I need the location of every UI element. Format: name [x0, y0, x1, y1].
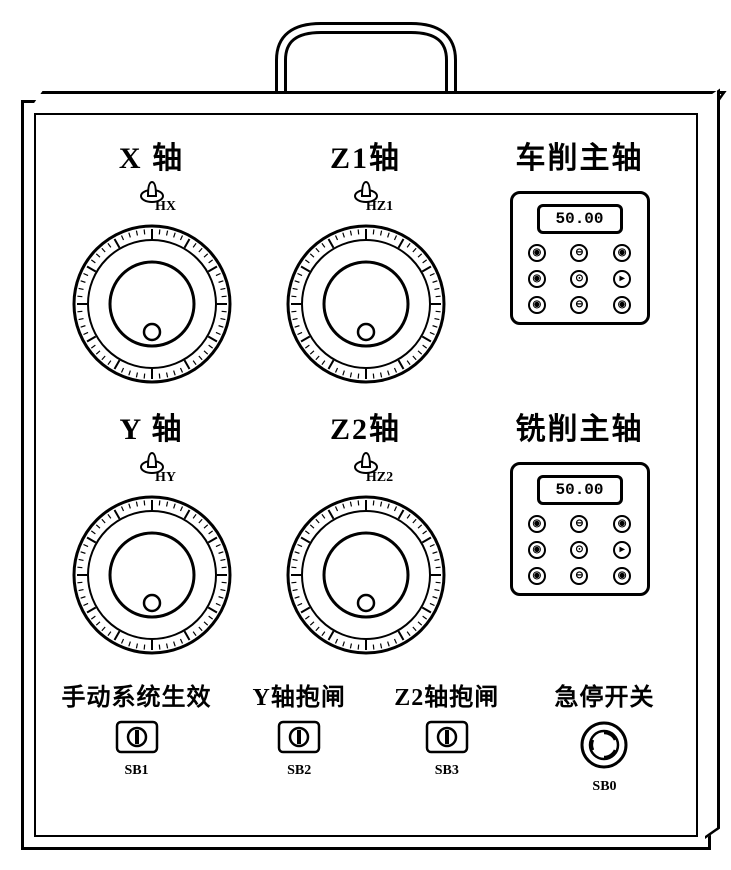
axis-y-cell: Y 轴 HY — [52, 404, 252, 665]
panel-inner: X 轴 HX Z1轴 — [34, 113, 698, 837]
spindle-milling-keypad: ◉ ⊖ ◉ ◉ ⊙ ▸ ◉ ⊖ ◉ — [521, 515, 639, 585]
keypad-key-2[interactable]: ◉ — [613, 515, 631, 533]
spindle-milling-display: 50.00 — [537, 475, 623, 505]
y-brake-cell: Y轴抱闸 SB2 — [234, 677, 364, 795]
keypad-key-1[interactable]: ⊖ — [570, 244, 588, 262]
z2-brake-label: SB3 — [377, 763, 517, 779]
carry-handle — [251, 20, 481, 100]
handwheel-z2[interactable] — [281, 490, 451, 660]
spindle-turning-keypad: ◉ ⊖ ◉ ◉ ⊙ ▸ ◉ ⊖ ◉ — [521, 244, 639, 314]
keypad-key-1[interactable]: ⊖ — [570, 515, 588, 533]
spindle-milling-panel: 50.00 ◉ ⊖ ◉ ◉ ⊙ ▸ ◉ ⊖ ◉ — [510, 462, 650, 596]
axis-z1-cell: Z1轴 HZ1 — [266, 133, 466, 394]
keypad-key-4[interactable]: ⊙ — [570, 270, 588, 288]
axis-z1-toggle-label: HZ1 — [366, 199, 393, 215]
keypad-key-5[interactable]: ▸ — [613, 541, 631, 559]
axis-x-title: X 轴 — [52, 133, 252, 177]
axis-z1-title: Z1轴 — [266, 133, 466, 177]
estop-cell: 急停开关 SB0 — [529, 677, 679, 795]
axis-y-title: Y 轴 — [52, 404, 252, 448]
axis-z2-toggle-label: HZ2 — [366, 470, 393, 486]
manual-enable-label: SB1 — [52, 763, 222, 779]
keypad-key-8[interactable]: ◉ — [613, 567, 631, 585]
handwheel-y[interactable] — [67, 490, 237, 660]
manual-enable-title: 手动系统生效 — [52, 677, 222, 712]
axis-z2-cell: Z2轴 HZ2 — [266, 404, 466, 665]
z2-brake-cell: Z2轴抱闸 SB3 — [377, 677, 517, 795]
keypad-key-6[interactable]: ◉ — [528, 567, 546, 585]
manual-enable-cell: 手动系统生效 SB1 — [52, 677, 222, 795]
row-1: X 轴 HX Z1轴 — [52, 133, 680, 394]
control-box: X 轴 HX Z1轴 — [21, 20, 711, 850]
keypad-key-4[interactable]: ⊙ — [570, 541, 588, 559]
panel-box: X 轴 HX Z1轴 — [21, 100, 711, 850]
axis-x-cell: X 轴 HX — [52, 133, 252, 394]
spindle-milling-cell: 铣削主轴 50.00 ◉ ⊖ ◉ ◉ ⊙ ▸ ◉ ⊖ ◉ — [480, 404, 680, 596]
spindle-turning-display: 50.00 — [537, 204, 623, 234]
keypad-key-7[interactable]: ⊖ — [570, 567, 588, 585]
manual-enable-switch[interactable] — [115, 720, 159, 759]
y-brake-label: SB2 — [234, 763, 364, 779]
spindle-milling-title: 铣削主轴 — [480, 404, 680, 448]
spindle-turning-title: 车削主轴 — [480, 133, 680, 177]
estop-label: SB0 — [529, 779, 679, 795]
axis-x-toggle-label: HX — [155, 199, 176, 215]
bottom-row: 手动系统生效 SB1 Y轴抱闸 SB2 Z2轴抱闸 — [52, 677, 680, 795]
axis-y-toggle-label: HY — [155, 470, 176, 486]
y-brake-title: Y轴抱闸 — [234, 677, 364, 712]
keypad-key-5[interactable]: ▸ — [613, 270, 631, 288]
handwheel-x[interactable] — [67, 219, 237, 389]
keypad-key-0[interactable]: ◉ — [528, 244, 546, 262]
keypad-key-7[interactable]: ⊖ — [570, 296, 588, 314]
keypad-key-8[interactable]: ◉ — [613, 296, 631, 314]
keypad-key-2[interactable]: ◉ — [613, 244, 631, 262]
keypad-key-3[interactable]: ◉ — [528, 541, 546, 559]
z2-brake-title: Z2轴抱闸 — [377, 677, 517, 712]
row-2: Y 轴 HY Z2轴 — [52, 404, 680, 665]
spindle-turning-panel: 50.00 ◉ ⊖ ◉ ◉ ⊙ ▸ ◉ ⊖ ◉ — [510, 191, 650, 325]
estop-title: 急停开关 — [529, 677, 679, 712]
z2-brake-switch[interactable] — [425, 720, 469, 759]
axis-z2-title: Z2轴 — [266, 404, 466, 448]
keypad-key-0[interactable]: ◉ — [528, 515, 546, 533]
estop-button[interactable] — [579, 720, 629, 775]
keypad-key-6[interactable]: ◉ — [528, 296, 546, 314]
spindle-turning-cell: 车削主轴 50.00 ◉ ⊖ ◉ ◉ ⊙ ▸ ◉ ⊖ ◉ — [480, 133, 680, 325]
handwheel-z1[interactable] — [281, 219, 451, 389]
y-brake-switch[interactable] — [277, 720, 321, 759]
keypad-key-3[interactable]: ◉ — [528, 270, 546, 288]
